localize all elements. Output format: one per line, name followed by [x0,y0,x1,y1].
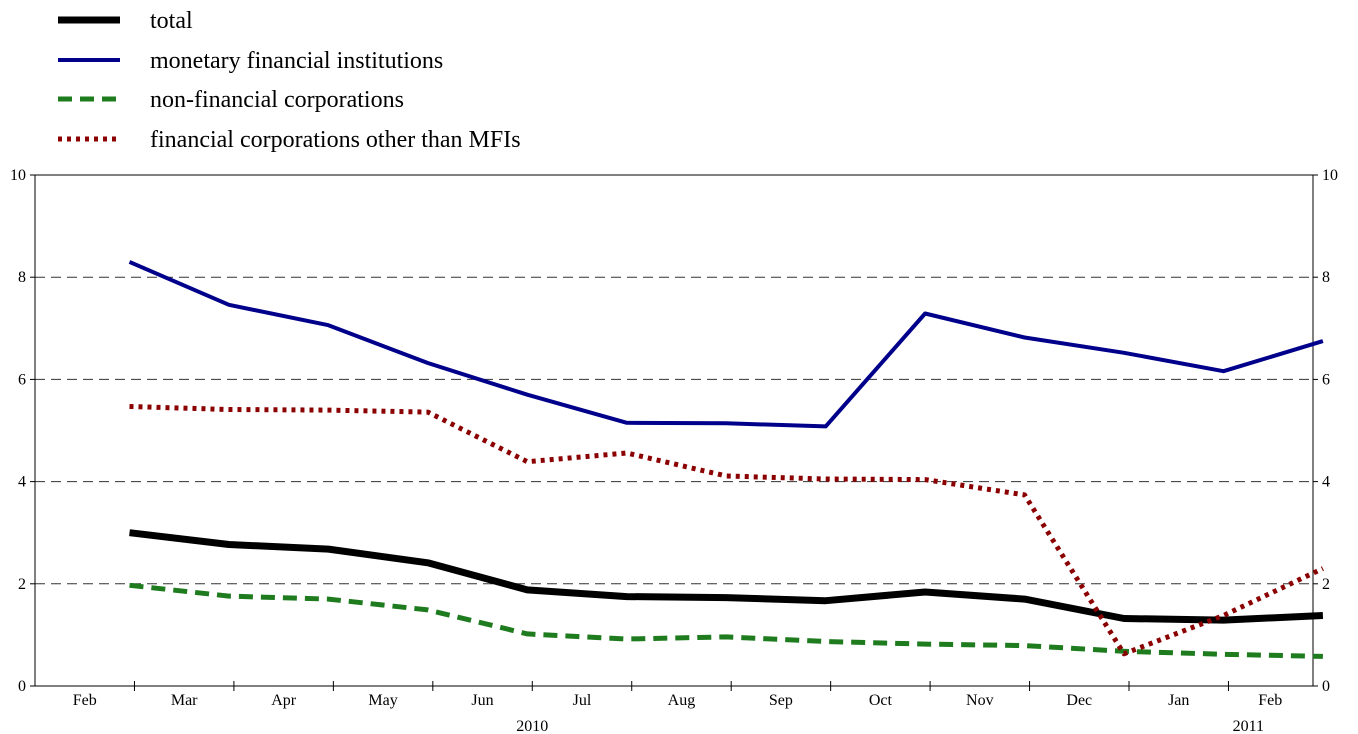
y-tick-label-right: 0 [1322,678,1330,695]
y-tick-label-right: 10 [1322,167,1338,184]
legend-label: financial corporations other than MFIs [150,127,521,153]
x-tick-label: Jun [471,692,493,709]
y-tick-label-right: 4 [1322,474,1330,491]
plot-area [34,174,1314,687]
legend-label: monetary financial institutions [150,48,443,74]
legend-label: non-financial corporations [150,87,404,113]
x-tick-label: Jul [573,692,592,709]
y-axis-left: 0 2 4 6 8 10 [10,167,35,695]
x-tick-label: Feb [73,692,97,709]
y-tick-label-left: 4 [18,474,26,491]
y-tick-label-right: 2 [1322,576,1330,593]
series-lines [128,260,1324,659]
x-tick-label: Aug [668,692,696,709]
x-year-label: 2010 [516,718,548,734]
x-axis: Feb Mar Apr May Jun Jul Aug Sep Oct Nov Dec Jan Feb 2… [73,681,1282,734]
x-tick-label: Feb [1258,692,1282,709]
series-line-0 [129,529,1324,624]
x-year-label: 2011 [1233,718,1264,734]
x-tick-label: Apr [271,692,297,709]
y-tick-label-left: 0 [18,678,26,695]
x-tick-label: May [368,692,397,709]
x-tick-label: Jan [1168,692,1189,709]
y-tick-label-right: 8 [1322,269,1330,286]
legend-label: total [150,8,193,34]
y-tick-label-right: 6 [1322,371,1330,388]
x-tick-label: Oct [869,692,893,709]
y-tick-label-left: 8 [18,269,26,286]
y-tick-label-left: 10 [10,167,26,184]
y-tick-label-left: 6 [18,371,26,388]
x-tick-label: Sep [769,692,793,709]
grid-lines [35,276,1313,585]
legend: total monetary financial institutions non-… [58,8,521,153]
series-line-3 [129,404,1324,657]
x-tick-label: Dec [1066,692,1092,709]
x-tick-label: Mar [171,692,198,709]
x-tick-label: Nov [966,692,994,709]
y-axis-right: 0 2 4 6 8 10 [1313,167,1338,695]
y-tick-label-left: 2 [18,576,26,593]
series-line-1 [128,260,1324,429]
